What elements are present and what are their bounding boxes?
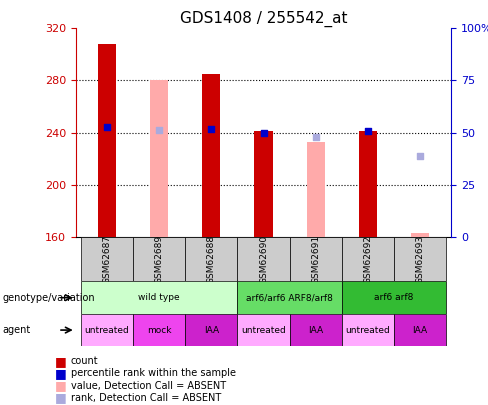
Bar: [238, 237, 289, 281]
Point: [155, 127, 163, 133]
Bar: [133, 237, 185, 281]
Text: untreated: untreated: [241, 326, 286, 335]
Point: [364, 128, 372, 134]
Bar: [202, 74, 221, 237]
Text: GSM62690: GSM62690: [259, 234, 268, 284]
Bar: [150, 81, 168, 237]
Point: [207, 126, 215, 132]
Bar: [394, 314, 446, 346]
Point: [312, 133, 320, 140]
Bar: [306, 142, 325, 237]
Bar: [342, 281, 446, 314]
Bar: [342, 314, 394, 346]
Bar: [185, 314, 238, 346]
Text: arf6/arf6 ARF8/arf8: arf6/arf6 ARF8/arf8: [246, 293, 333, 302]
Bar: [81, 314, 133, 346]
Text: count: count: [71, 356, 99, 366]
Text: agent: agent: [2, 325, 31, 335]
Text: arf6 arf8: arf6 arf8: [374, 293, 414, 302]
Text: ■: ■: [55, 391, 67, 404]
Point: [416, 153, 424, 159]
Bar: [254, 131, 273, 237]
Text: IAA: IAA: [308, 326, 323, 335]
Bar: [185, 237, 238, 281]
Text: percentile rank within the sample: percentile rank within the sample: [71, 369, 236, 378]
Text: ■: ■: [55, 355, 67, 368]
Text: ■: ■: [55, 379, 67, 392]
Text: GSM62691: GSM62691: [311, 234, 320, 284]
Bar: [411, 233, 429, 237]
Text: wild type: wild type: [138, 293, 180, 302]
Bar: [98, 44, 116, 237]
Bar: [359, 131, 377, 237]
Text: GSM62689: GSM62689: [155, 234, 163, 284]
Bar: [238, 314, 289, 346]
Bar: [289, 314, 342, 346]
Text: IAA: IAA: [412, 326, 427, 335]
Text: genotype/variation: genotype/variation: [2, 293, 95, 303]
Text: IAA: IAA: [204, 326, 219, 335]
Title: GDS1408 / 255542_at: GDS1408 / 255542_at: [180, 11, 347, 27]
Text: GSM62688: GSM62688: [207, 234, 216, 284]
Text: untreated: untreated: [346, 326, 390, 335]
Bar: [289, 237, 342, 281]
Text: GSM62687: GSM62687: [102, 234, 111, 284]
Text: GSM62692: GSM62692: [364, 235, 372, 284]
Bar: [133, 314, 185, 346]
Point: [260, 130, 267, 136]
Text: rank, Detection Call = ABSENT: rank, Detection Call = ABSENT: [71, 393, 221, 403]
Bar: [238, 281, 342, 314]
Bar: [81, 237, 133, 281]
Text: ■: ■: [55, 367, 67, 380]
Text: mock: mock: [147, 326, 171, 335]
Bar: [342, 237, 394, 281]
Bar: [81, 281, 238, 314]
Point: [103, 124, 111, 131]
Text: untreated: untreated: [84, 326, 129, 335]
Bar: [394, 237, 446, 281]
Text: GSM62693: GSM62693: [416, 234, 425, 284]
Text: value, Detection Call = ABSENT: value, Detection Call = ABSENT: [71, 381, 226, 390]
